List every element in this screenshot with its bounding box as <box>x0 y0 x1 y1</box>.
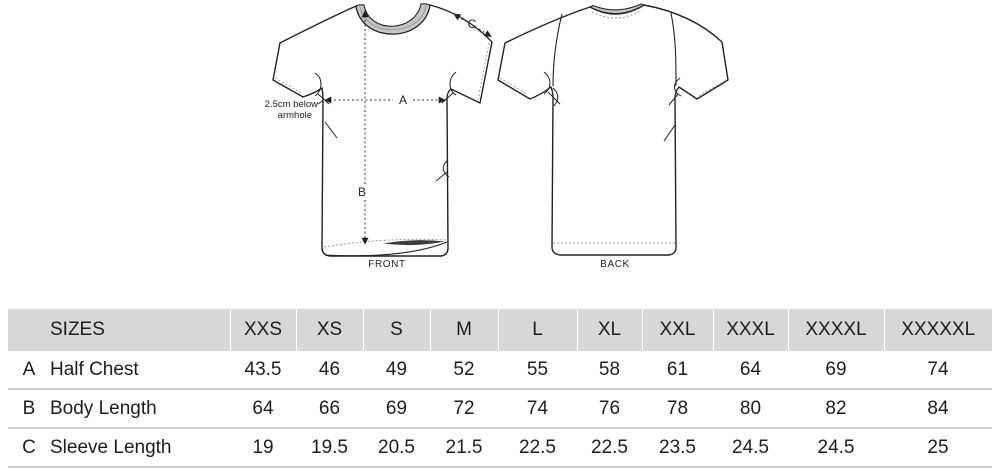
table-cell: 69 <box>363 389 430 429</box>
back-left-armpit-wrinkle <box>543 71 561 107</box>
measurement-label-a: A <box>399 93 407 107</box>
front-shirt-outline <box>272 4 493 257</box>
table-cell: 69 <box>788 351 884 390</box>
table-cell: 64 <box>230 389 296 429</box>
row-label: Half Chest <box>50 351 230 390</box>
header-row: SIZES XXS XS S M L XL XXL XXXL XXXXL XXX… <box>8 309 992 351</box>
back-caption: BACK <box>600 259 630 270</box>
table-cell: 24.5 <box>788 428 884 468</box>
back-left-armhole-seam <box>552 13 563 87</box>
front-right-armpit-wrinkle <box>435 71 457 182</box>
front-right-cuff-stitch <box>477 42 490 101</box>
header-letter-spacer <box>8 309 50 351</box>
table-cell: 21.5 <box>430 428 498 468</box>
back-right-cuff-stitch <box>697 80 726 97</box>
col-header-xxl: XXL <box>641 309 713 351</box>
tshirt-measurement-diagram: A B C 2.5cm below armhole FRONT <box>265 3 729 270</box>
back-collar-stitch <box>591 9 643 19</box>
table-cell: 78 <box>642 389 713 429</box>
armhole-note-line2: armhole <box>278 110 312 121</box>
row-letter: B <box>8 389 50 429</box>
back-left-cuff-stitch <box>499 77 528 95</box>
col-header-m: M <box>429 309 498 351</box>
table-cell: 43.5 <box>230 351 296 390</box>
table-cell: 22.5 <box>577 428 642 468</box>
table-cell: 61 <box>642 351 713 390</box>
col-header-xxxxl: XXXXL <box>787 309 884 351</box>
armhole-note-pointer <box>317 100 324 105</box>
armhole-note-line1: 2.5cm below <box>265 99 318 110</box>
table-cell: 58 <box>577 351 642 390</box>
table-cell: 55 <box>498 351 577 390</box>
table-cell: 24.5 <box>713 428 788 468</box>
front-collar-rib <box>355 3 431 35</box>
table-cell: 49 <box>363 351 430 390</box>
table-cell: 76 <box>577 389 642 429</box>
back-right-armhole-seam <box>670 12 677 87</box>
measurement-label-b: B <box>358 185 366 199</box>
table-cell: 52 <box>430 351 498 390</box>
front-shirt-drawing: A B C 2.5cm below armhole FRONT <box>265 3 493 270</box>
back-shirt-outline <box>497 4 729 256</box>
col-header-xs: XS <box>295 309 363 351</box>
table-row-sleeve-length: C Sleeve Length 19 19.5 20.5 21.5 22.5 2… <box>8 428 992 468</box>
col-header-s: S <box>362 309 430 351</box>
front-left-cuff-stitch <box>274 77 302 94</box>
col-header-xxxl: XXXL <box>712 309 788 351</box>
col-header-l: L <box>497 309 577 351</box>
table-row-half-chest: A Half Chest 43.5 46 49 52 55 58 61 64 6… <box>8 351 992 390</box>
table-cell: 20.5 <box>363 428 430 468</box>
col-header-xl: XL <box>576 309 642 351</box>
table-cell: 72 <box>430 389 498 429</box>
col-header-xxs: XXS <box>229 309 296 351</box>
table-cell: 46 <box>296 351 363 390</box>
table-cell: 19 <box>230 428 296 468</box>
table-cell: 64 <box>713 351 788 390</box>
table-cell: 23.5 <box>642 428 713 468</box>
table-cell: 80 <box>713 389 788 429</box>
back-shirt-drawing: BACK <box>497 3 729 270</box>
measurement-label-c: C <box>468 17 477 31</box>
table-cell: 25 <box>884 428 992 468</box>
header-sizes: SIZES <box>50 309 230 351</box>
table-cell: 19.5 <box>296 428 363 468</box>
row-label: Sleeve Length <box>50 428 230 468</box>
row-label: Body Length <box>50 389 230 429</box>
back-right-armpit-wrinkle <box>663 77 682 142</box>
back-collar-rib <box>588 3 646 15</box>
table-cell: 66 <box>296 389 363 429</box>
front-caption: FRONT <box>368 259 405 270</box>
col-header-xxxxxl: XXXXXL <box>883 309 992 351</box>
table-row-body-length: B Body Length 64 66 69 72 74 76 78 80 82… <box>8 389 992 429</box>
table-cell: 74 <box>498 389 577 429</box>
table-cell: 74 <box>884 351 992 390</box>
front-hem-stitch <box>323 238 448 248</box>
table-cell: 84 <box>884 389 992 429</box>
front-hem-curve <box>324 241 448 257</box>
row-letter: C <box>8 428 50 468</box>
front-hem-shadow <box>383 240 445 246</box>
size-table: SIZES XXS XS S M L XL XXL XXXL XXXXL XXX… <box>8 309 992 468</box>
table-cell: 82 <box>788 389 884 429</box>
table-cell: 22.5 <box>498 428 577 468</box>
row-letter: A <box>8 351 50 390</box>
